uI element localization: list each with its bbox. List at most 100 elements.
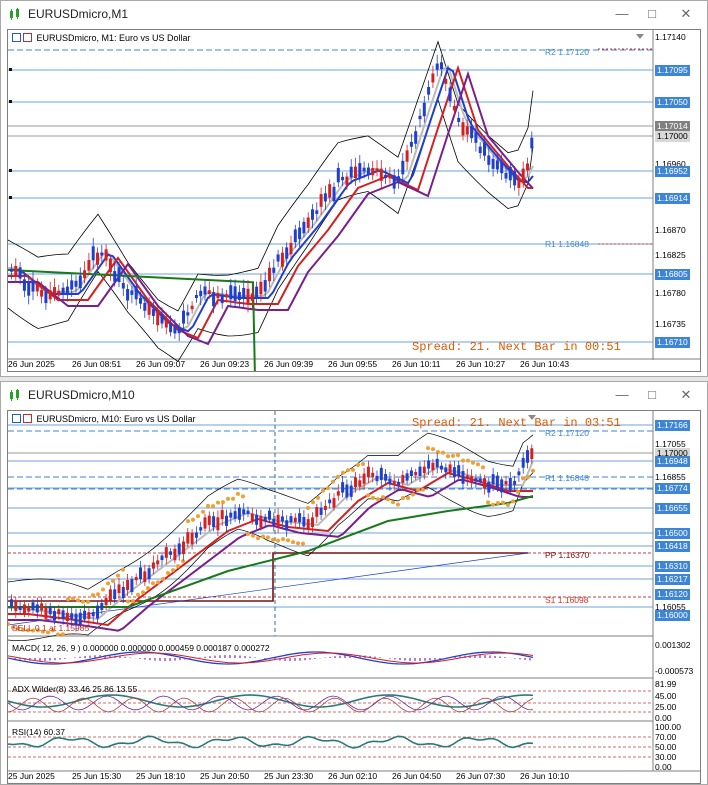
parabolic-sar-dot bbox=[256, 536, 260, 541]
candle-body bbox=[61, 610, 65, 619]
candle-body bbox=[521, 168, 525, 182]
price-chart-m10[interactable]: EURUSDmicro, M10: Euro vs US Dollar Spre… bbox=[7, 410, 701, 784]
level-marker bbox=[9, 100, 12, 103]
bollinger-lower bbox=[8, 472, 534, 641]
chart-symbol-label: EURUSDmicro, M1: Euro vs US Dollar bbox=[36, 33, 191, 43]
price-axis-label: 1.16500 bbox=[655, 528, 690, 539]
price-chart-canvas[interactable] bbox=[8, 30, 700, 371]
candle-body bbox=[121, 283, 125, 289]
parabolic-sar-dot bbox=[36, 628, 40, 633]
candle-body bbox=[220, 510, 224, 520]
parabolic-sar-dot bbox=[86, 599, 90, 604]
candle-body bbox=[70, 280, 74, 290]
parabolic-sar-dot bbox=[271, 537, 275, 542]
chart-icon bbox=[12, 414, 21, 423]
candle-body bbox=[440, 62, 443, 70]
parabolic-sar-dot bbox=[386, 497, 390, 502]
time-axis[interactable]: 25 Jun 2025 25 Jun 15:30 25 Jun 18:10 25 Ju… bbox=[8, 771, 700, 783]
candle-body bbox=[91, 246, 95, 261]
price-axis-label: 1.16870 bbox=[655, 225, 686, 235]
candle-body bbox=[508, 477, 512, 491]
candle-body bbox=[397, 176, 400, 183]
candle-body bbox=[483, 478, 486, 489]
maximize-icon[interactable]: □ bbox=[648, 387, 656, 402]
candle-body bbox=[285, 247, 289, 259]
parabolic-sar-dot bbox=[421, 487, 425, 492]
parabolic-sar-dot bbox=[286, 538, 290, 543]
candle-body bbox=[435, 458, 439, 468]
candle-body bbox=[173, 326, 177, 334]
price-axis-label: 1.16418 bbox=[655, 541, 690, 552]
candle-body bbox=[483, 142, 486, 156]
candle-body bbox=[225, 515, 228, 526]
candle-body bbox=[61, 287, 65, 295]
window-titlebar[interactable]: EURUSDmicro,M10 — □ ✕ bbox=[1, 382, 707, 408]
candle-body bbox=[143, 571, 147, 583]
close-icon[interactable]: ✕ bbox=[680, 6, 692, 21]
parabolic-sar-dot bbox=[176, 564, 180, 569]
price-axis[interactable]: 1.17140 1.17095 1.17050 1.17014 1.17000 1.169… bbox=[653, 30, 700, 360]
candle-body bbox=[526, 450, 529, 463]
candle-body bbox=[414, 472, 418, 476]
parabolic-sar-dot bbox=[126, 599, 130, 604]
candle-body bbox=[164, 319, 168, 328]
candle-body bbox=[27, 606, 31, 612]
parabolic-sar-dot bbox=[281, 537, 285, 542]
close-icon[interactable]: ✕ bbox=[680, 387, 692, 402]
candle-body bbox=[57, 609, 61, 615]
parabolic-sar-dot bbox=[71, 596, 75, 601]
parabolic-sar-dot bbox=[121, 567, 125, 572]
candle-body bbox=[96, 252, 99, 265]
time-axis[interactable]: 26 Jun 2025 26 Jun 08:51 26 Jun 09:07 26 Ju… bbox=[8, 359, 700, 371]
price-axis-label: 1.16914 bbox=[655, 193, 690, 204]
candle-body bbox=[134, 577, 138, 581]
price-chart-m1[interactable]: EURUSDmicro, M1: Euro vs US Dollar Sprea… bbox=[7, 29, 701, 372]
candle-body bbox=[203, 517, 207, 529]
candle-body bbox=[14, 265, 18, 276]
candle-body bbox=[160, 313, 164, 324]
minimize-icon[interactable]: — bbox=[615, 387, 629, 402]
price-axis-label: 1.16855 bbox=[655, 472, 686, 482]
chart-window-m1[interactable]: EURUSDmicro,M1 — □ ✕ EURUSDmicro, M1: Eu… bbox=[0, 0, 708, 377]
candle-body bbox=[35, 604, 39, 613]
candle-body bbox=[280, 516, 284, 522]
price-chart-canvas[interactable] bbox=[8, 411, 700, 783]
window-titlebar[interactable]: EURUSDmicro,M1 — □ ✕ bbox=[1, 1, 707, 27]
parabolic-sar-dot bbox=[11, 625, 15, 630]
ma-purple bbox=[8, 70, 534, 346]
bollinger-lower bbox=[8, 98, 534, 362]
candle-body bbox=[315, 210, 319, 214]
parabolic-sar-dot bbox=[426, 446, 430, 451]
candle-body bbox=[500, 479, 504, 493]
maximize-icon[interactable]: □ bbox=[648, 6, 656, 21]
candle-body bbox=[117, 267, 121, 282]
candle-body bbox=[53, 287, 56, 295]
candle-body bbox=[427, 460, 431, 469]
parabolic-sar-dot bbox=[141, 590, 145, 595]
parabolic-sar-dot bbox=[156, 580, 160, 585]
ma-purple bbox=[8, 478, 533, 632]
candle-body bbox=[18, 606, 22, 610]
candle-body bbox=[190, 305, 194, 310]
candle-body bbox=[70, 613, 74, 620]
candle-body bbox=[478, 478, 482, 482]
candle-body bbox=[405, 473, 409, 481]
candle-body bbox=[96, 605, 99, 619]
candle-body bbox=[276, 514, 280, 528]
adx-label: ADX Wilder(8) 33.46 25.86 13.55 bbox=[12, 684, 138, 694]
parabolic-sar-dot bbox=[346, 468, 350, 473]
candle-body bbox=[478, 146, 482, 154]
chart-window-m10[interactable]: EURUSDmicro,M10 — □ ✕ EURUSDmicro, M10: … bbox=[0, 381, 708, 785]
candle-body bbox=[199, 527, 203, 531]
candle-body bbox=[414, 131, 418, 144]
candle-body bbox=[306, 217, 310, 228]
time-axis-label: 25 Jun 18:10 bbox=[136, 771, 186, 781]
parabolic-sar-dot bbox=[136, 592, 140, 597]
price-axis[interactable]: 1.17166 1.17055 1.17000 1.16948 1.16855 1.167… bbox=[653, 411, 700, 772]
pivot-label-pp: PP 1.16370 bbox=[545, 550, 590, 560]
candle-body bbox=[259, 281, 263, 295]
parabolic-sar-dot bbox=[246, 531, 250, 536]
minimize-icon[interactable]: — bbox=[615, 6, 629, 21]
bollinger-upper bbox=[8, 40, 534, 312]
candle-body bbox=[130, 579, 134, 593]
